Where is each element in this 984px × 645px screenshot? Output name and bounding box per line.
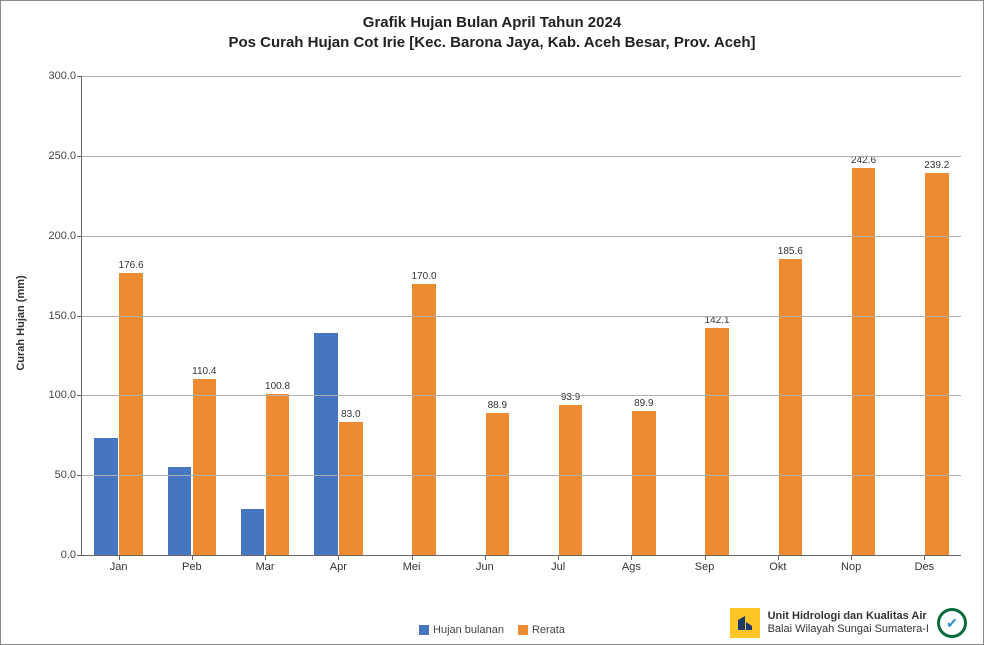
xtick-label: Mar: [256, 555, 275, 573]
bar: 170.0: [412, 284, 435, 555]
xtick-label: Apr: [330, 555, 347, 573]
ytick-label: 150.0: [48, 310, 82, 322]
bar-value-label: 110.4: [192, 366, 216, 379]
xtick-label: Des: [915, 555, 935, 573]
gridline: [82, 475, 961, 476]
bar-value-label: 142.1: [705, 315, 730, 328]
xtick-label: Peb: [182, 555, 202, 573]
bar: 185.6: [779, 259, 802, 555]
xtick-label: Jan: [110, 555, 128, 573]
xtick-label: Mei: [403, 555, 421, 573]
xtick-label: Jul: [551, 555, 565, 573]
bar: 239.2: [925, 173, 948, 555]
bar: [241, 509, 264, 555]
legend-swatch: [419, 625, 429, 635]
chart-container: Grafik Hujan Bulan April Tahun 2024 Pos …: [0, 0, 984, 645]
title-line-2: Pos Curah Hujan Cot Irie [Kec. Barona Ja…: [1, 33, 983, 53]
legend-item-rerata: Rerata: [518, 624, 565, 636]
bar-value-label: 89.9: [634, 398, 653, 411]
gridline: [82, 316, 961, 317]
legend-label: Hujan bulanan: [433, 624, 504, 636]
bar-value-label: 239.2: [924, 160, 949, 173]
bar: [94, 438, 117, 555]
bar: [168, 467, 191, 555]
bar-value-label: 176.6: [119, 260, 144, 273]
xtick-label: Sep: [695, 555, 715, 573]
bar-value-label: 170.0: [412, 271, 437, 284]
xtick-label: Ags: [622, 555, 641, 573]
footer-org-line2: Balai Wilayah Sungai Sumatera-I: [768, 623, 929, 636]
ytick-label: 200.0: [48, 230, 82, 242]
ytick-label: 100.0: [48, 389, 82, 401]
bar-value-label: 185.6: [778, 246, 803, 259]
plot-area: Jan176.6Peb110.4Mar100.8Apr83.0Mei170.0J…: [81, 76, 961, 556]
ytick-label: 0.0: [61, 549, 82, 561]
bar: 142.1: [705, 328, 728, 555]
bar: 93.9: [559, 405, 582, 555]
bar: 110.4: [193, 379, 216, 555]
xtick-label: Jun: [476, 555, 494, 573]
gridline: [82, 156, 961, 157]
bar: 242.6: [852, 168, 875, 555]
footer-org-line1: Unit Hidrologi dan Kualitas Air: [768, 610, 929, 623]
gridline: [82, 395, 961, 396]
ytick-label: 300.0: [48, 70, 82, 82]
gridline: [82, 236, 961, 237]
xtick-label: Nop: [841, 555, 861, 573]
ytick-label: 50.0: [55, 469, 82, 481]
bar-value-label: 88.9: [488, 400, 507, 413]
legend-item-hujan: Hujan bulanan: [419, 624, 504, 636]
ytick-label: 250.0: [48, 150, 82, 162]
legend-swatch: [518, 625, 528, 635]
legend-label: Rerata: [532, 624, 565, 636]
bar-value-label: 93.9: [561, 392, 580, 405]
footer: Unit Hidrologi dan Kualitas Air Balai Wi…: [730, 608, 967, 638]
footer-text: Unit Hidrologi dan Kualitas Air Balai Wi…: [768, 610, 929, 636]
bar: 83.0: [339, 422, 362, 555]
bar: 88.9: [486, 413, 509, 555]
xtick-label: Okt: [769, 555, 786, 573]
gridline: [82, 76, 961, 77]
y-axis-label: Curah Hujan (mm): [15, 275, 27, 370]
bar-value-label: 100.8: [265, 381, 290, 394]
bar: 89.9: [632, 411, 655, 555]
title-line-1: Grafik Hujan Bulan April Tahun 2024: [1, 13, 983, 33]
legend: Hujan bulanan Rerata: [419, 624, 565, 636]
bar: [314, 333, 337, 555]
logo-pu-icon: [730, 608, 760, 638]
chart-title: Grafik Hujan Bulan April Tahun 2024 Pos …: [1, 1, 983, 52]
cert-badge-icon: ✔: [937, 608, 967, 638]
bar-value-label: 83.0: [341, 409, 360, 422]
